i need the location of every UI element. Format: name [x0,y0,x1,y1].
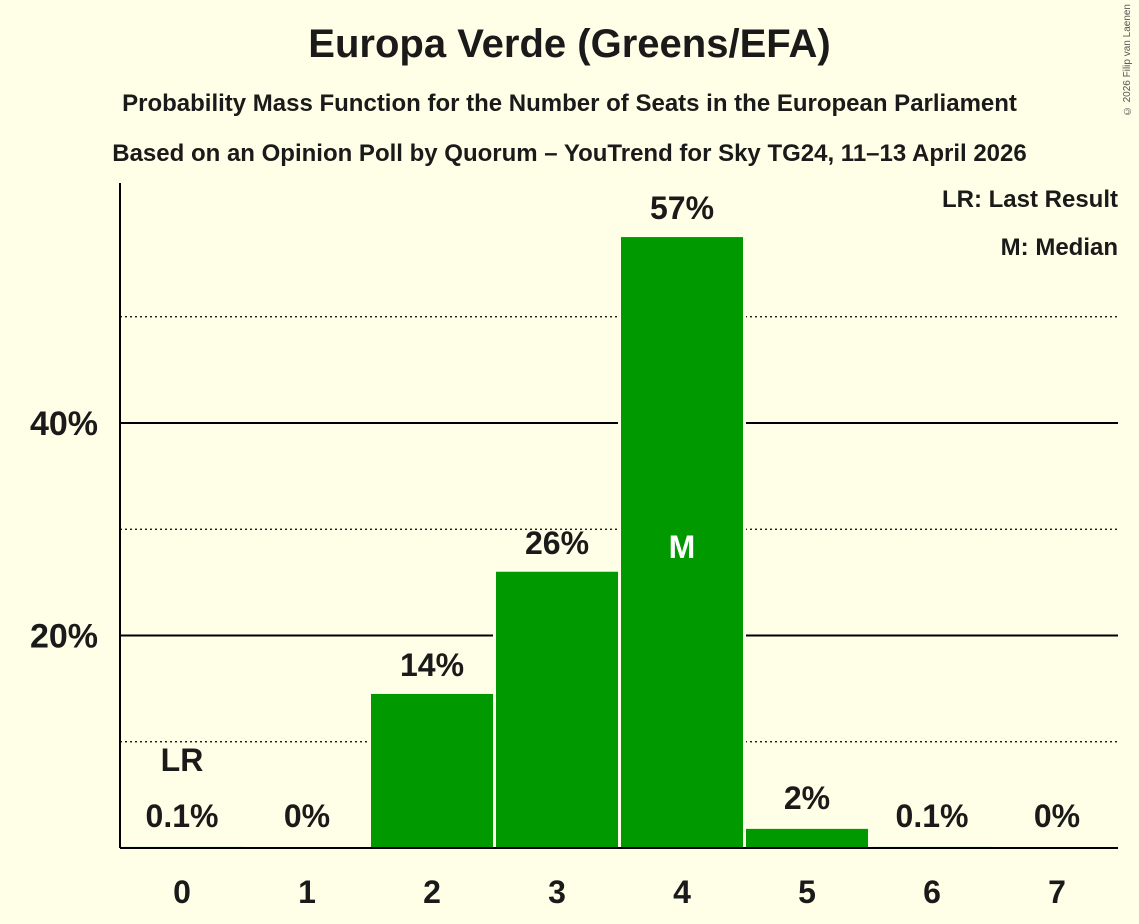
x-tick-label: 7 [1048,874,1066,910]
x-tick-label: 1 [298,874,316,910]
legend-median: M: Median [1000,234,1118,261]
x-tick-label: 0 [173,874,191,910]
x-tick-label: 5 [798,874,816,910]
x-tick-label: 2 [423,874,441,910]
chart-source: Based on an Opinion Poll by Quorum – You… [112,140,1027,167]
median-marker: M [669,529,696,565]
bar-seats-5 [746,828,868,848]
bar-seats-3 [496,571,618,848]
y-tick-label: 20% [30,618,98,656]
data-label: 0% [1034,798,1080,834]
data-label: 26% [525,525,589,561]
data-label: 14% [400,647,464,683]
bar-gap [868,844,996,848]
data-label: 0.1% [896,798,969,834]
bar-gap [118,844,246,848]
bar-seats-4 [621,237,743,848]
data-label: 2% [784,780,830,816]
x-tick-label: 3 [548,874,566,910]
x-tick-label: 6 [923,874,941,910]
chart-title: Europa Verde (Greens/EFA) [308,22,831,66]
x-tick-label: 4 [673,874,691,910]
bar-seats-2 [371,693,493,848]
chart-subtitle: Probability Mass Function for the Number… [122,90,1017,117]
legend-last-result: LR: Last Result [941,186,1118,213]
data-label: 57% [650,190,714,226]
data-label: 0% [284,798,330,834]
data-label: 0.1% [146,798,219,834]
last-result-marker: LR [161,742,204,778]
y-tick-label: 40% [30,405,98,443]
